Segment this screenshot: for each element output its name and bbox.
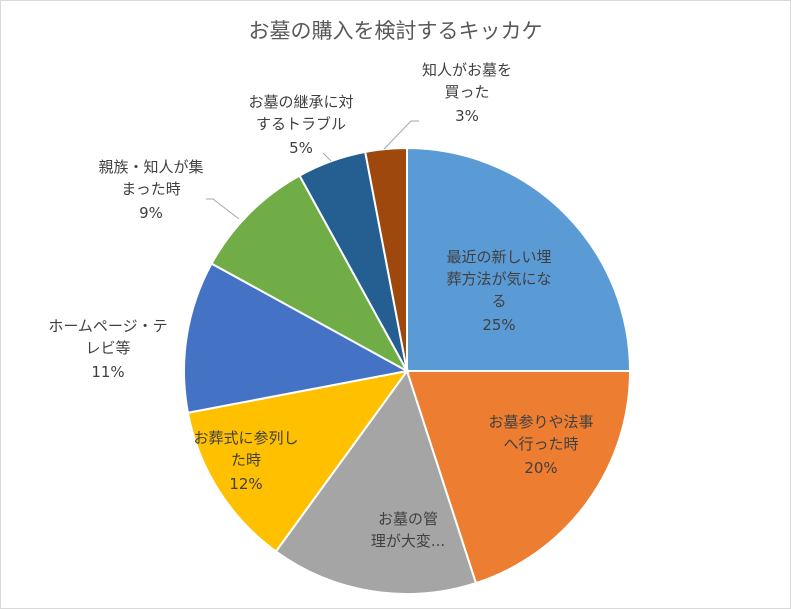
- leader-line: [322, 152, 332, 162]
- slice-percent: 20%: [524, 459, 558, 477]
- pie-slice: [210, 174, 410, 374]
- pie-slice: [406, 146, 632, 372]
- slice-percent: 9%: [139, 204, 163, 222]
- leader-line: [383, 120, 419, 150]
- data-label: 最近の新しい埋 葬方法が気になる 25%: [446, 246, 551, 336]
- slice-percent: 12%: [229, 475, 263, 493]
- pie-slice: [274, 368, 478, 595]
- data-label: お墓参りや法事 へ行った時 20%: [488, 411, 593, 479]
- slice-label: ホームページ・テ: [48, 317, 168, 335]
- data-label: お墓の管理が大変...: [371, 508, 445, 552]
- pie-slice: [405, 370, 632, 585]
- slice-label: る: [491, 292, 507, 310]
- slice-label: お墓の管: [377, 510, 438, 528]
- data-label: ホームページ・テ レビ等 11%: [48, 315, 167, 383]
- slice-percent: 11%: [91, 363, 125, 381]
- slice-label: 理が大変...: [370, 532, 446, 550]
- data-label: お墓の継承に対 するトラブル 5%: [248, 91, 353, 159]
- slice-percent: 5%: [289, 139, 313, 157]
- slice-percent: 25%: [482, 316, 516, 334]
- slice-label: お墓参りや法事: [488, 413, 594, 431]
- slice-label: するトラブル: [255, 115, 347, 133]
- slice-label: レビ等: [85, 339, 131, 357]
- slice-label: へ行った時: [503, 435, 579, 453]
- slice-label: お葬式に参列し: [193, 429, 299, 447]
- slice-label: お墓の継承に対: [248, 93, 354, 111]
- chart-title: お墓の購入を検討するキッカケ: [248, 19, 543, 43]
- slice-label: 知人がお墓を: [421, 61, 513, 79]
- pie-slice: [364, 146, 408, 372]
- slice-label: 葬方法が気にな: [446, 270, 552, 288]
- slice-label: 親族・知人が集: [98, 158, 204, 176]
- pie-slice: [186, 369, 410, 553]
- slice-label: 最近の新しい埋: [446, 248, 552, 266]
- slice-label: まった時: [121, 180, 181, 198]
- data-label: 親族・知人が集 まった時 9%: [98, 156, 203, 224]
- data-label: 知人がお墓を 買った 3%: [422, 59, 512, 127]
- slice-label: た時: [230, 451, 262, 469]
- slice-label: 買った: [444, 83, 490, 101]
- data-label: お葬式に参列し た時 12%: [193, 427, 298, 495]
- leader-line: [206, 198, 240, 220]
- slice-percent: 3%: [455, 107, 479, 125]
- pie-slice: [183, 262, 410, 414]
